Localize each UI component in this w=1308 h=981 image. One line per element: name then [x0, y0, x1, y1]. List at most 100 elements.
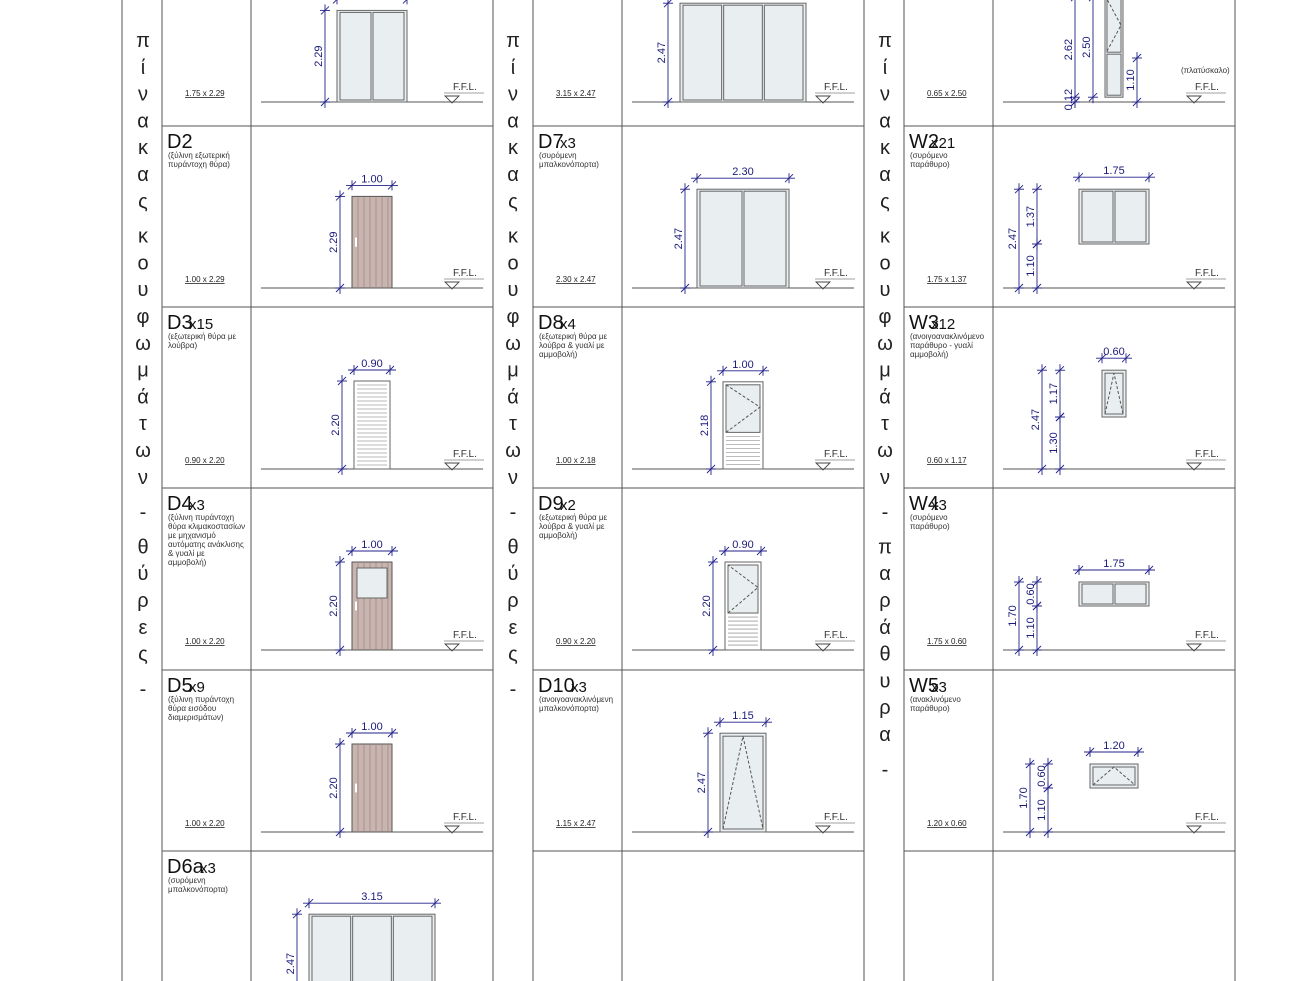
- dimension-label: 1.20: [1103, 740, 1124, 752]
- element-description: παράθυρο): [910, 704, 950, 713]
- dimension-label: 0.90: [732, 539, 753, 551]
- element-quantity: x21: [931, 135, 955, 152]
- element-size: 2.30 x 2.47: [556, 275, 596, 284]
- ffl-marker-icon: [814, 281, 832, 290]
- element-size: 1.75 x 2.29: [185, 89, 225, 98]
- element-quantity: x3: [931, 679, 947, 696]
- door-leaf: [351, 743, 393, 833]
- element-description: με μηχανισμό: [168, 531, 216, 540]
- element-code: W5: [909, 675, 939, 697]
- dimension-label: 0.90: [361, 358, 382, 370]
- elevation-drawing: [1104, 0, 1124, 98]
- ffl-marker-icon: [1185, 462, 1203, 471]
- ffl-label: F.F.L.: [453, 449, 477, 460]
- schedule-entry-c2r0: 3.15 x 2.47 F.F.L. 2.47: [556, 0, 855, 108]
- element-description: λούβρα & γυαλί με: [539, 522, 605, 531]
- element-description: (συρόμενη: [539, 151, 577, 160]
- dimension-label: 1.37: [1025, 206, 1037, 227]
- elevation-drawing: [724, 561, 762, 651]
- glass-pane: [1104, 372, 1124, 415]
- element-description: μπαλκονόπορτα): [539, 704, 599, 713]
- element-size: 1.00 x 2.18: [556, 456, 596, 465]
- element-size: 0.60 x 1.17: [927, 456, 967, 465]
- dimension-label: 2.47: [673, 228, 685, 249]
- dimension-label: 2.20: [330, 414, 342, 435]
- dimension-label: 2.50: [1081, 36, 1093, 57]
- element-code: W4: [909, 493, 939, 515]
- elevation-drawing: [1089, 763, 1139, 789]
- glass-pane: [311, 915, 352, 981]
- glass-pane: [723, 4, 763, 101]
- dimension-label: 1.10: [1025, 255, 1037, 276]
- element-description: (ξύλινη πυράντοχη: [168, 513, 234, 522]
- ffl-label: F.F.L.: [824, 268, 848, 279]
- element-description: παράθυρο): [910, 522, 950, 531]
- element-description: λούβρα): [168, 341, 197, 350]
- element-size: 0.90 x 2.20: [185, 456, 225, 465]
- ffl-marker-icon: [1185, 825, 1203, 834]
- element-size: 0.90 x 2.20: [556, 637, 596, 646]
- element-size: 1.15 x 2.47: [556, 819, 596, 828]
- element-size: 1.00 x 2.20: [185, 637, 225, 646]
- dimension-label: 1.00: [361, 721, 382, 733]
- ffl-marker-icon: [443, 825, 461, 834]
- dimension-label: 1.75: [1103, 558, 1124, 570]
- dimension-label: 2.18: [699, 415, 711, 436]
- element-code: W3: [909, 312, 939, 334]
- ffl-marker-icon: [814, 95, 832, 104]
- element-code: D2: [167, 131, 193, 153]
- door-leaf: [351, 195, 393, 289]
- dimension-label: 1.10: [1025, 617, 1037, 638]
- ffl-label: F.F.L.: [824, 449, 848, 460]
- glass-pane: [372, 11, 405, 101]
- element-size: 1.00 x 2.20: [185, 819, 225, 828]
- element-description: παράθυρο - γυαλί: [910, 341, 973, 350]
- element-quantity: x15: [189, 316, 213, 333]
- dimension-label: 1.00: [361, 173, 382, 185]
- element-description: (συρόμενη: [168, 876, 206, 885]
- element-quantity: x12: [931, 316, 955, 333]
- ffl-label: F.F.L.: [1195, 449, 1219, 460]
- element-code: W2: [909, 131, 939, 153]
- element-description: (ανοιγοανακλινόμενη: [539, 695, 613, 704]
- glass-pane-lower: [1106, 53, 1122, 96]
- element-description: (εξωτερική θύρα με: [168, 332, 237, 341]
- schedule-entry-c3r0: 0.65 x 2.50 F.F.L. 2.62 2.50 0.12 1.10 (πλατύσ…: [927, 0, 1230, 110]
- element-description: αμμοβολή): [539, 531, 578, 540]
- ffl-marker-icon: [814, 462, 832, 471]
- opening-indicator: [722, 736, 764, 830]
- element-description: αμμοβολή): [910, 350, 949, 359]
- elevation-drawing: [351, 561, 393, 651]
- dimension-label: 2.47: [1030, 409, 1042, 430]
- element-description: παράθυρο): [910, 160, 950, 169]
- element-code: D7: [538, 131, 564, 153]
- elevation-drawing: [336, 9, 408, 103]
- element-quantity: x3: [200, 860, 216, 877]
- element-description: λούβρα & γυαλί με: [539, 341, 605, 350]
- schedule-column-2: π ί ν α κ α ς κ ο υ φ ω μ ά τ ω ν -θ ύ ρ ε ς -: [505, 0, 865, 981]
- dimension-tick: [402, 0, 408, 4]
- element-description: (συρόμενο: [910, 151, 948, 160]
- dimension-label: 2.47: [696, 772, 708, 793]
- ffl-label: F.F.L.: [824, 630, 848, 641]
- dimension-label: 1.00: [732, 359, 753, 371]
- opening-indicator: [1092, 766, 1136, 786]
- element-description: θύρα εισόδου: [168, 704, 216, 713]
- element-size: 1.75 x 1.37: [927, 275, 967, 284]
- elevation-drawing: [351, 195, 393, 289]
- element-quantity: x3: [189, 497, 205, 514]
- opening-indicator: [725, 384, 761, 433]
- dimension-label: 1.75: [1103, 165, 1124, 177]
- element-code: D9: [538, 493, 564, 515]
- glass-pane: [339, 11, 372, 101]
- element-quantity: x2: [560, 497, 576, 514]
- dimension-label: 1.00: [361, 539, 382, 551]
